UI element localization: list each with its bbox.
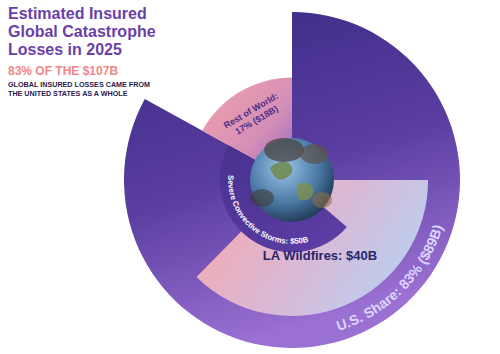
globe [250, 138, 334, 222]
globe-land [270, 162, 292, 180]
data-label-line: 17% ($18B) [233, 104, 279, 137]
subtitle: 83% OF THE $107B [8, 64, 118, 78]
globe-land [296, 183, 314, 200]
data-label: U.S. Share: 83% ($89B) [334, 223, 445, 334]
highlight-label: LA Wildfires: $40B [263, 248, 377, 263]
data-label-path: U.S. Share: 83% ($89B) [334, 223, 445, 334]
highlight-label-path: Severe Convective Storms: $50B [226, 175, 309, 246]
slice [124, 12, 460, 348]
highlight-label: Severe Convective Storms: $50B [226, 175, 309, 246]
annotation: GLOBAL INSURED LOSSES CAME FROM THE UNIT… [8, 80, 166, 98]
title: Estimated Insured Global Catastrophe Los… [8, 5, 186, 59]
globe-smoke [264, 138, 304, 162]
globe-smoke [312, 192, 332, 208]
page: U.S. Share: 83% ($89B) Rest of World:17% … [0, 0, 500, 354]
globe-smoke [250, 189, 274, 207]
globe-smoke [300, 144, 328, 164]
data-label: Rest of World:17% ($18B) [222, 91, 285, 140]
